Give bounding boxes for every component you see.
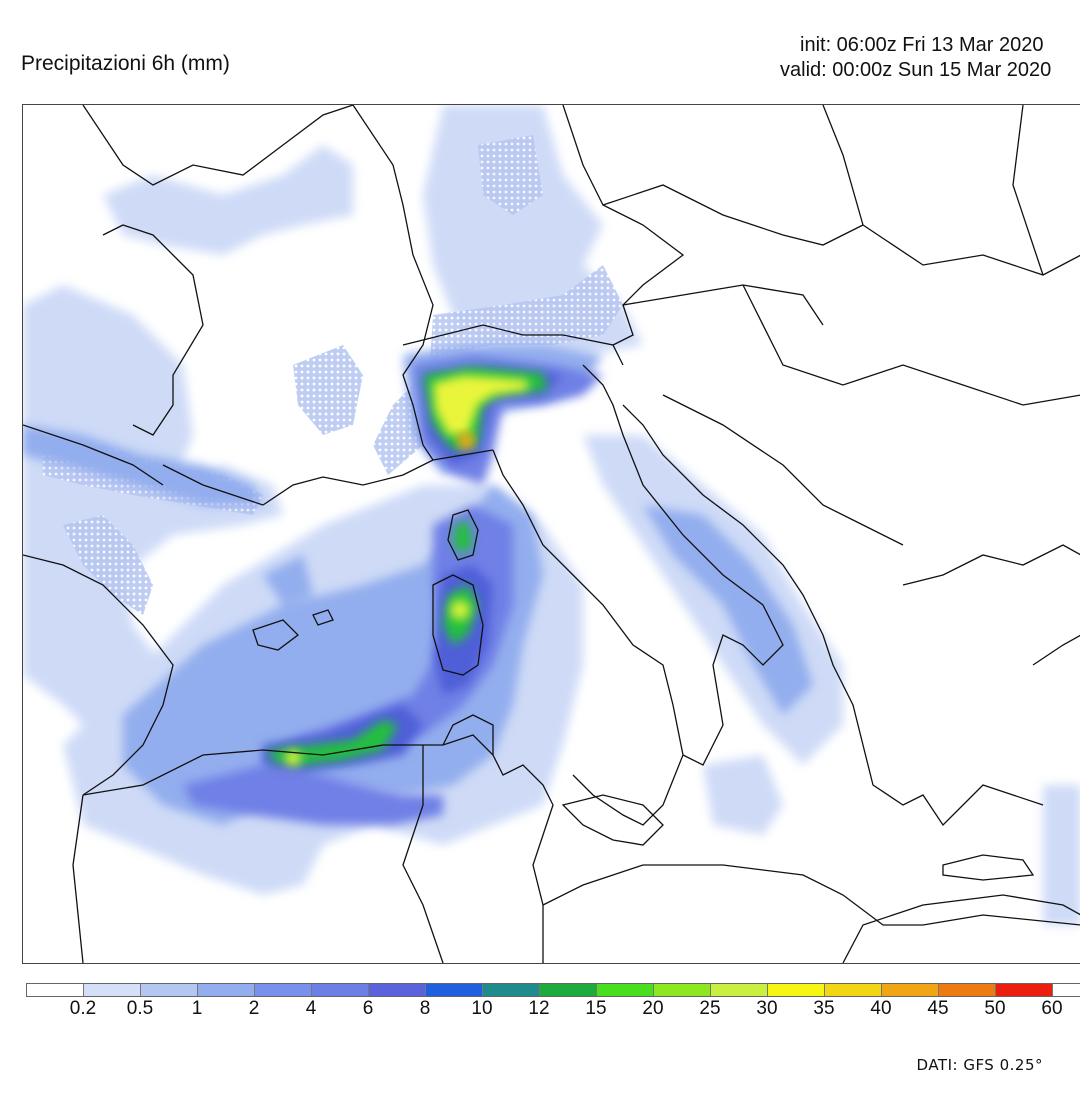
coast-tunisia	[442, 714, 494, 755]
legend-swatch	[27, 984, 84, 996]
precip-strong-south	[183, 765, 443, 825]
precipitation-map	[22, 104, 1080, 964]
legend-tick-label: 4	[305, 998, 317, 1019]
coast-balearic-minorca	[312, 609, 334, 626]
chart-title: Precipitazioni 6h (mm)	[21, 52, 230, 75]
border-germany-east	[562, 105, 685, 346]
legend-swatch	[312, 984, 369, 996]
legend-swatch	[768, 984, 825, 996]
border-balkan	[662, 394, 904, 546]
legend-swatch	[597, 984, 654, 996]
coast-corsica	[447, 509, 479, 561]
precip-area-ionian	[703, 755, 783, 835]
precip-area-biscay	[23, 285, 283, 745]
legend-swatch	[255, 984, 312, 996]
coast-brittany	[102, 224, 204, 436]
legend-swatch	[996, 984, 1053, 996]
legend-tick-label: 60	[1041, 998, 1063, 1019]
coast-egypt	[842, 894, 1080, 963]
legend-colorbar	[26, 983, 1080, 997]
coast-sicily	[561, 794, 664, 846]
legend-swatch	[426, 984, 483, 996]
coast-north-france	[82, 105, 354, 186]
border-austria	[622, 284, 824, 326]
legend-swatch	[939, 984, 996, 996]
legend-tick-label: 40	[870, 998, 892, 1019]
legend-swatch	[540, 984, 597, 996]
legend-swatch	[369, 984, 426, 996]
legend-tick-label: 10	[471, 998, 493, 1019]
precip-yellow-alps	[433, 375, 528, 435]
legend-swatch	[84, 984, 141, 996]
coast-balearic-majorca	[252, 619, 299, 651]
valid-time: valid: 00:00z Sun 15 Mar 2020	[780, 59, 1052, 81]
coast-turkey	[1032, 634, 1080, 666]
coast-north-africa	[82, 734, 554, 963]
border-pyrenees	[162, 464, 264, 506]
coast-gulf-lion	[262, 449, 494, 506]
border-ukraine	[1012, 105, 1044, 276]
legend-labels: 0.2 0.5 1 2 4 6 8 10 12 15 20 25 30 35 40 45 50 60	[0, 998, 1080, 1022]
coast-italy-west	[492, 449, 684, 826]
coast-crete	[942, 854, 1035, 881]
map-svg	[23, 105, 1080, 963]
legend-tick-label: 12	[528, 998, 550, 1019]
precip-orange-max	[457, 432, 475, 450]
coast-spain	[23, 554, 174, 796]
coast-greece	[862, 744, 1044, 827]
legend-tick-label: 25	[699, 998, 721, 1019]
stipple-germany	[478, 135, 543, 215]
coast-aegean	[902, 544, 1080, 586]
border-romania	[862, 224, 1080, 276]
stipple-spain	[63, 515, 153, 615]
legend-swatch	[483, 984, 540, 996]
coast-sardinia	[432, 574, 484, 676]
coast-bay-biscay	[23, 424, 164, 486]
legend-tick-label: 6	[362, 998, 374, 1019]
legend-tick-label: 8	[419, 998, 431, 1019]
border-morocco	[72, 794, 84, 963]
init-time: init: 06:00z Fri 13 Mar 2020	[800, 34, 1044, 56]
legend-tick-label: 20	[642, 998, 664, 1019]
legend-tick-label: 15	[585, 998, 607, 1019]
precip-area-east	[1043, 785, 1080, 925]
precip-yellow-layer	[285, 375, 528, 766]
border-algeria	[402, 745, 444, 963]
data-source: DATI: GFS 0.25°	[916, 1056, 1043, 1074]
legend-swatch	[825, 984, 882, 996]
legend-swatch	[882, 984, 939, 996]
legend-tick-label: 50	[984, 998, 1006, 1019]
precip-medium-adriatic	[643, 505, 813, 715]
precip-medium-gulf-lion	[263, 555, 313, 605]
border-poland	[822, 105, 864, 226]
coast-dalmatia	[622, 404, 864, 746]
run-info: init: 06:00z Fri 13 Mar 2020 valid: 00:0…	[780, 34, 1080, 84]
legend-tick-label: 2	[248, 998, 260, 1019]
border-hungary	[742, 284, 1080, 406]
border-libya	[542, 864, 1080, 926]
legend-tick-label: 35	[813, 998, 835, 1019]
legend-swatch	[654, 984, 711, 996]
legend-tick-label: 30	[756, 998, 778, 1019]
legend-tick-label: 45	[927, 998, 949, 1019]
borders-layer	[23, 105, 1080, 963]
coast-italy-east	[582, 364, 784, 766]
precip-yellow-south	[285, 750, 301, 766]
legend-tick-label: 0.2	[69, 998, 97, 1019]
legend-tick-label: 1	[191, 998, 203, 1019]
border-czech	[602, 184, 864, 246]
stipple-alps	[373, 265, 623, 475]
precip-area-north	[103, 145, 353, 255]
precip-yellow-sardinia	[450, 600, 470, 620]
stipple-massif	[293, 345, 363, 435]
legend-swatch	[141, 984, 198, 996]
precip-green-corsica	[453, 520, 473, 555]
legend-swatch	[198, 984, 255, 996]
precip-orange-layer	[457, 432, 475, 450]
legend-swatch	[711, 984, 768, 996]
border-france-east	[352, 105, 434, 461]
precip-area-adriatic	[583, 435, 843, 765]
legend-tick-label: 0.5	[126, 998, 154, 1019]
